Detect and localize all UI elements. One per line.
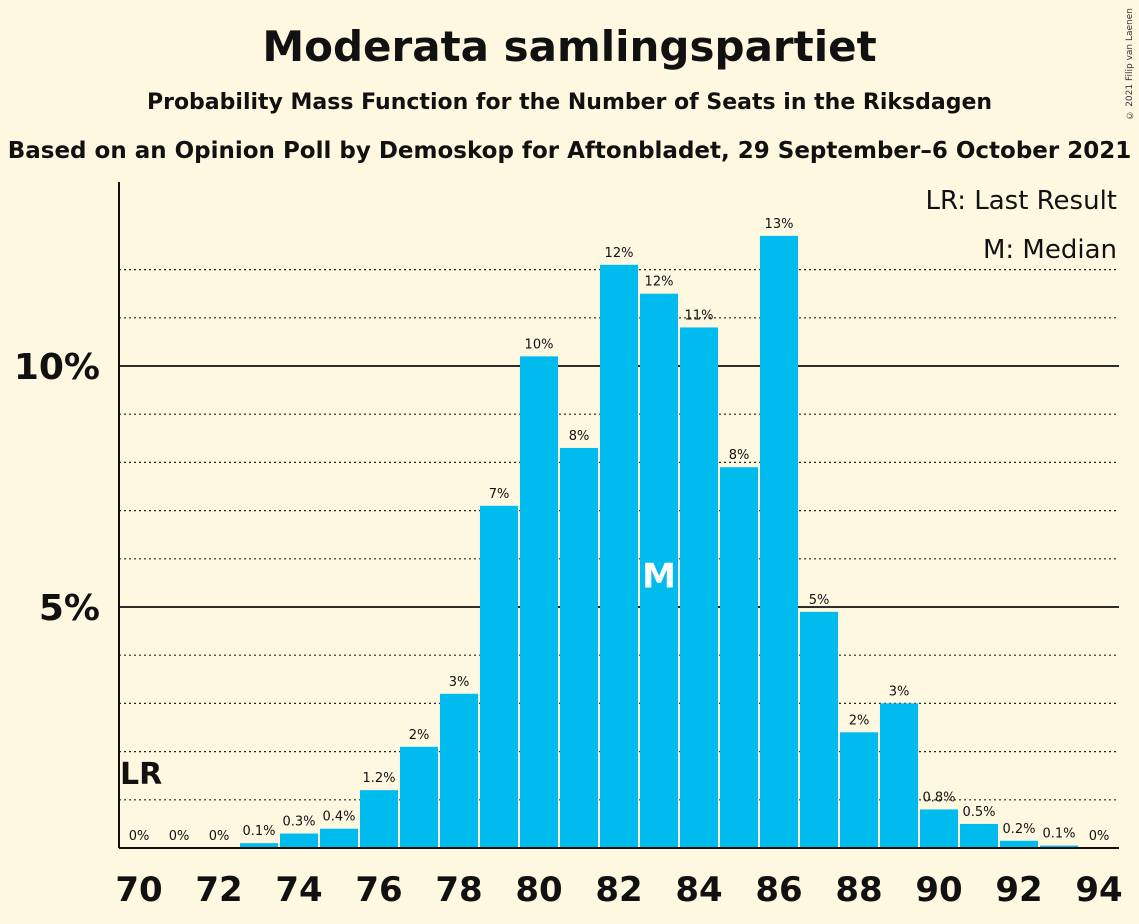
chart-title: Moderata samlingspartiet	[262, 22, 877, 71]
x-tick-label: 70	[115, 870, 162, 910]
bar-seat-79	[480, 505, 518, 848]
bar-value-label: 12%	[645, 275, 674, 290]
bar-seat-82	[600, 264, 638, 848]
bar-value-label: 0.4%	[322, 810, 355, 825]
x-tick-label: 94	[1075, 870, 1122, 910]
bar-value-label: 8%	[569, 429, 590, 444]
bar-seat-85	[720, 467, 758, 848]
bar-value-label: 0.2%	[1002, 822, 1035, 837]
bar-value-label: 8%	[729, 448, 750, 463]
x-tick-label: 86	[755, 870, 802, 910]
x-tick-label: 82	[595, 870, 642, 910]
bar-value-label: 0.8%	[922, 790, 955, 805]
bar-seat-76	[360, 790, 398, 848]
bar-seat-89	[880, 703, 918, 848]
x-tick-label: 88	[835, 870, 882, 910]
bar-seat-87	[800, 611, 838, 848]
last-result-marker: LR	[120, 757, 162, 792]
median-marker: M	[642, 557, 676, 597]
bar-value-label: 2%	[409, 728, 430, 743]
y-tick-label: 10%	[14, 347, 100, 388]
bar-value-label: 0%	[1089, 829, 1110, 844]
x-tick-label: 76	[355, 870, 402, 910]
bar-seat-80	[520, 356, 558, 848]
chart-subtitle: Probability Mass Function for the Number…	[146, 90, 993, 115]
bar-seat-78	[440, 693, 478, 848]
bar-value-label: 0%	[169, 829, 190, 844]
bar-value-label: 0%	[209, 829, 230, 844]
bar-value-label: 3%	[889, 684, 910, 699]
bar-seat-90	[920, 809, 958, 848]
legend-last-result: LR: Last Result	[925, 186, 1117, 216]
bar-value-label: 7%	[489, 487, 510, 502]
bar-seat-93	[1040, 845, 1078, 848]
bar-value-label: 2%	[849, 713, 870, 728]
bar-seat-81	[560, 447, 598, 848]
bar-value-label: 5%	[809, 593, 830, 608]
bar-value-label: 10%	[525, 337, 554, 352]
x-tick-label: 92	[995, 870, 1042, 910]
bar-value-label: 0%	[129, 829, 150, 844]
bar-value-label: 13%	[765, 217, 794, 232]
bar-seat-73	[240, 843, 278, 848]
x-tick-label: 78	[435, 870, 482, 910]
bar-value-label: 1.2%	[362, 771, 395, 786]
bar-value-label: 0.3%	[282, 815, 315, 830]
bar-seat-92	[1000, 840, 1038, 848]
x-tick-label: 74	[275, 870, 322, 910]
bar-seat-77	[400, 746, 438, 848]
x-tick-label: 72	[195, 870, 242, 910]
legend-median: M: Median	[983, 235, 1117, 265]
y-tick-label: 5%	[39, 588, 100, 629]
bar-value-label: 0.5%	[962, 805, 995, 820]
bar-seat-74	[280, 833, 318, 848]
bar-seat-88	[840, 732, 878, 848]
bar-value-label: 11%	[685, 308, 714, 323]
bar-seat-84	[680, 327, 718, 848]
bar-value-label: 0.1%	[1042, 827, 1075, 842]
x-tick-label: 84	[675, 870, 722, 910]
bar-seat-86	[760, 235, 798, 849]
chart-source-note: Based on an Opinion Poll by Demoskop for…	[7, 138, 1132, 164]
bar-value-label: 12%	[605, 246, 634, 261]
x-tick-label: 90	[915, 870, 962, 910]
bar-seat-91	[960, 823, 998, 848]
bar-value-label: 0.1%	[242, 824, 275, 839]
bar-seat-83	[640, 293, 678, 848]
x-tick-label: 80	[515, 870, 562, 910]
bar-seat-75	[320, 828, 358, 848]
bar-value-label: 3%	[449, 675, 470, 690]
